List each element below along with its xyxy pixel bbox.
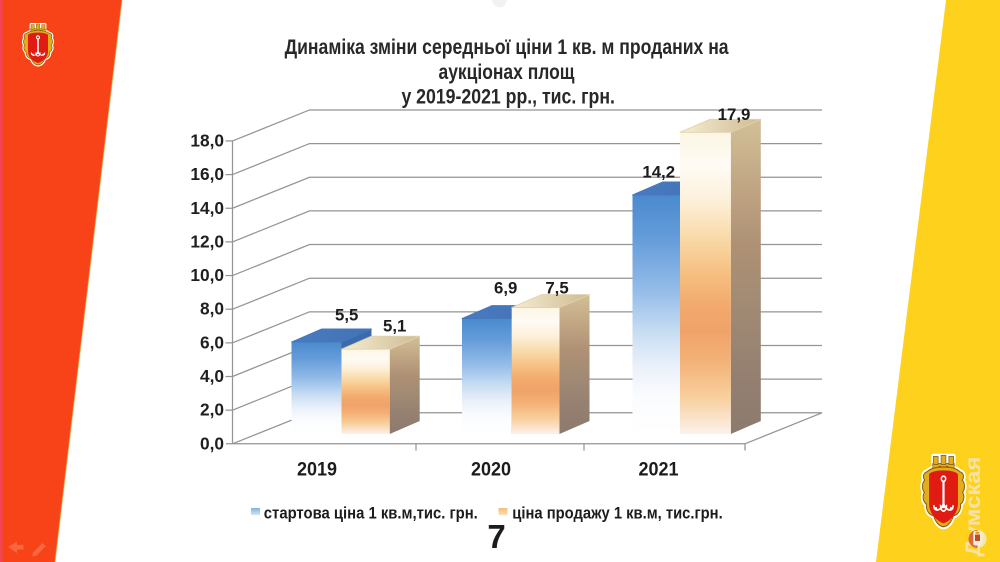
svg-text:8,0: 8,0 — [200, 299, 224, 319]
svg-text:14,0: 14,0 — [190, 198, 224, 218]
svg-text:0,0: 0,0 — [200, 433, 224, 453]
svg-text:ціна продажу 1 кв.м, тис.грн.: ціна продажу 1 кв.м, тис.грн. — [512, 504, 722, 523]
svg-text:7,5: 7,5 — [545, 278, 568, 297]
svg-text:5,1: 5,1 — [383, 317, 406, 336]
svg-text:2020: 2020 — [471, 459, 511, 480]
svg-text:16,0: 16,0 — [190, 164, 224, 184]
svg-text:7: 7 — [487, 518, 505, 555]
svg-text:стартова ціна 1 кв.м,тис. грн.: стартова ціна 1 кв.м,тис. грн. — [264, 504, 478, 523]
svg-text:5,5: 5,5 — [335, 306, 358, 325]
svg-text:2,0: 2,0 — [200, 400, 224, 420]
svg-text:10,0: 10,0 — [190, 265, 224, 285]
svg-text:аукціонах площ: аукціонах площ — [439, 59, 576, 84]
svg-text:4,0: 4,0 — [200, 366, 224, 386]
svg-text:2019: 2019 — [297, 459, 337, 480]
svg-text:12,0: 12,0 — [190, 231, 224, 251]
svg-text:2021: 2021 — [639, 459, 679, 480]
svg-text:6,0: 6,0 — [200, 332, 224, 352]
svg-text:18,0: 18,0 — [190, 130, 224, 150]
svg-text:6,9: 6,9 — [494, 279, 517, 298]
svg-text:у 2019-2021 рр., тис. грн.: у 2019-2021 рр., тис. грн. — [401, 83, 615, 108]
svg-text:17,9: 17,9 — [718, 105, 751, 124]
svg-text:14,2: 14,2 — [642, 163, 675, 182]
svg-text:Динаміка зміни середньої ціни: Динаміка зміни середньої ціни 1 кв. м пр… — [285, 34, 730, 59]
